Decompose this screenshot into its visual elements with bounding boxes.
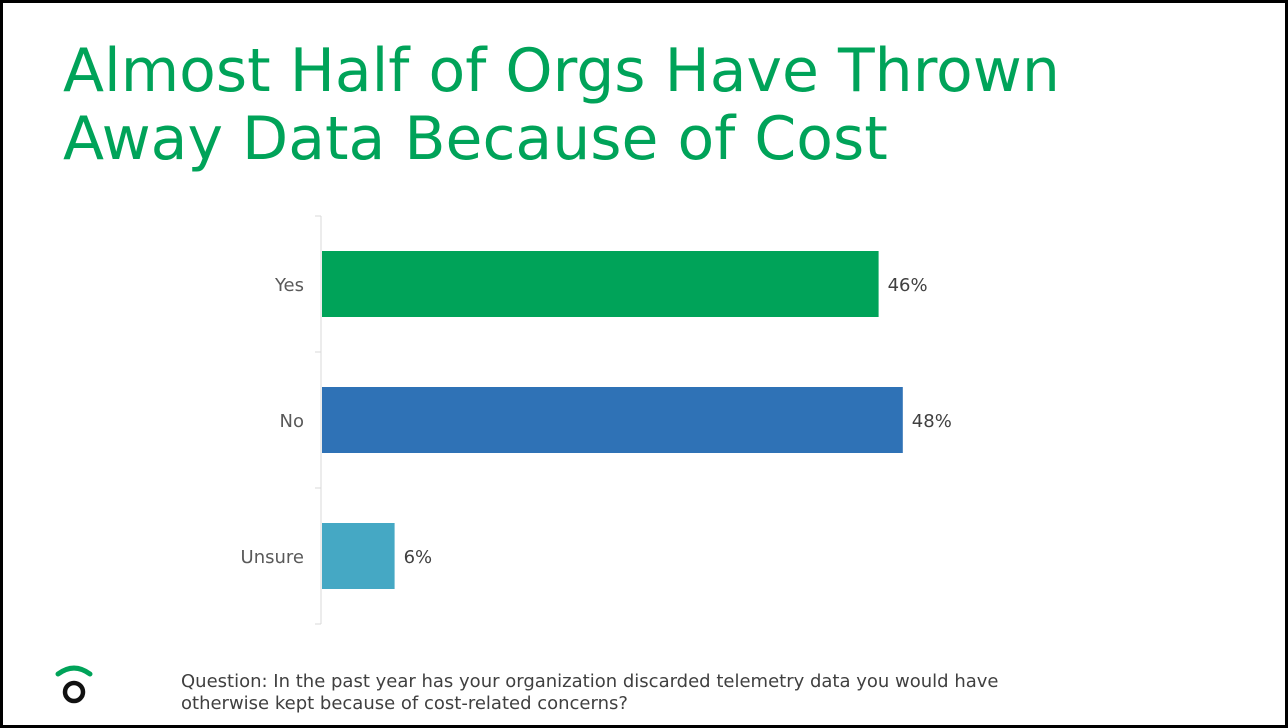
data-label-unsure: 6% [404,547,433,568]
bar-no [322,387,903,453]
page-title-line-1: Almost Half of Orgs Have Thrown [63,36,1060,106]
signal-logo-icon [55,665,93,704]
survey-question: Question: In the past year has your orga… [181,671,1081,715]
category-label-no: No [280,411,304,432]
page-title-line-2: Away Data Because of Cost [63,104,888,174]
data-label-yes: 46% [888,275,928,296]
survey-question-line-2: otherwise kept because of cost-related c… [181,693,628,714]
category-label-unsure: Unsure [241,547,304,568]
page-title: Almost Half of Orgs Have Thrown Away Dat… [63,37,1243,173]
bar-chart: Yes 46% No 48% Unsure 6% [241,215,952,625]
data-label-no: 48% [912,411,952,432]
bar-unsure [322,523,395,589]
category-label-yes: Yes [274,275,304,296]
bar-yes [322,251,879,317]
survey-question-line-1: Question: In the past year has your orga… [181,671,999,692]
